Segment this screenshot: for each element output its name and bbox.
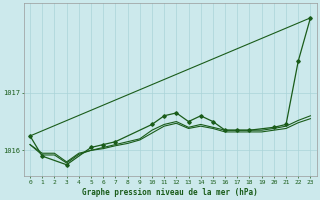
X-axis label: Graphe pression niveau de la mer (hPa): Graphe pression niveau de la mer (hPa) bbox=[82, 188, 258, 197]
